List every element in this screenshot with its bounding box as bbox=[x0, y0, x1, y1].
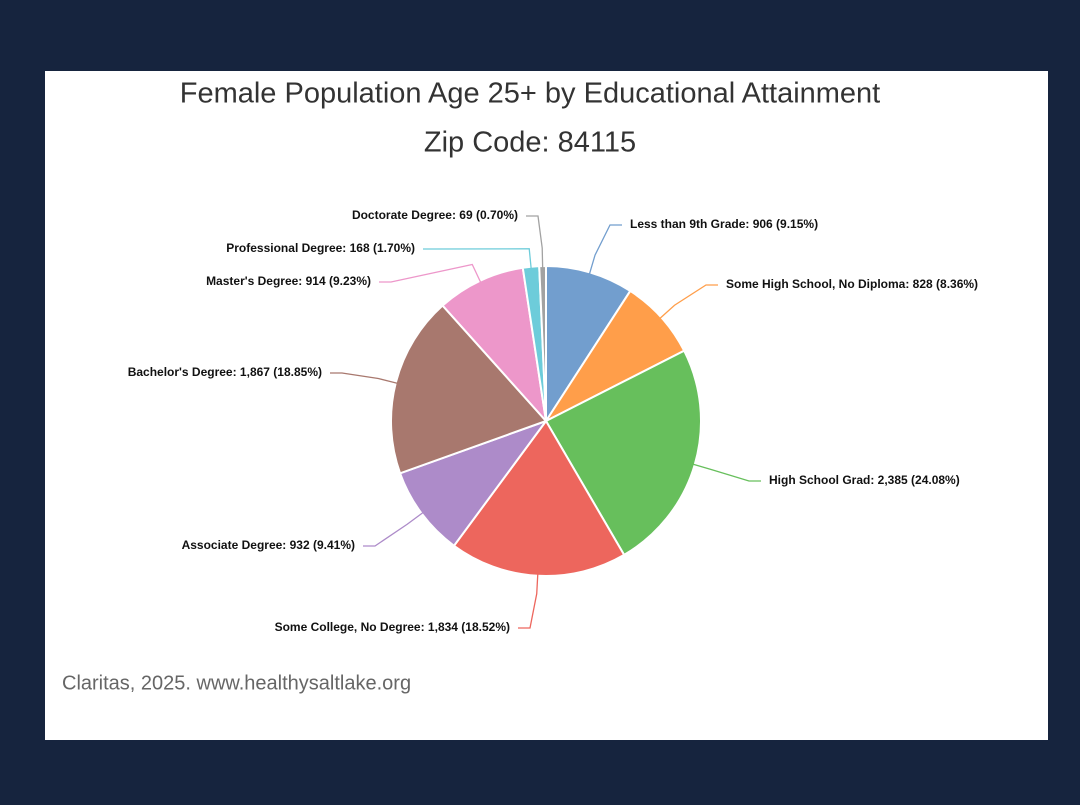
data-label: Master's Degree: 914 (9.23%) bbox=[206, 274, 371, 288]
data-label: Doctorate Degree: 69 (0.70%) bbox=[352, 208, 518, 222]
leader-line bbox=[518, 573, 539, 629]
chart-title: Female Population Age 25+ by Educational… bbox=[180, 78, 881, 110]
data-label: Professional Degree: 168 (1.70%) bbox=[226, 241, 415, 255]
leader-line bbox=[692, 463, 761, 482]
chart-subtitle: Zip Code: 84115 bbox=[424, 127, 636, 159]
data-label: Bachelor's Degree: 1,867 (18.85%) bbox=[128, 365, 322, 379]
leader-line bbox=[330, 372, 398, 385]
data-label: Associate Degree: 932 (9.41%) bbox=[182, 538, 355, 552]
leader-line bbox=[423, 248, 532, 269]
data-label: High School Grad: 2,385 (24.08%) bbox=[769, 473, 960, 487]
leader-line bbox=[526, 215, 544, 269]
leader-line bbox=[379, 263, 482, 283]
leader-line bbox=[659, 284, 718, 320]
source-note: Claritas, 2025. www.healthysaltlake.org bbox=[62, 672, 411, 694]
leader-line bbox=[588, 224, 622, 275]
data-label: Some High School, No Diploma: 828 (8.36%… bbox=[726, 277, 978, 291]
data-label: Some College, No Degree: 1,834 (18.52%) bbox=[275, 620, 510, 634]
data-label: Less than 9th Grade: 906 (9.15%) bbox=[630, 217, 818, 231]
leader-line bbox=[363, 511, 424, 547]
